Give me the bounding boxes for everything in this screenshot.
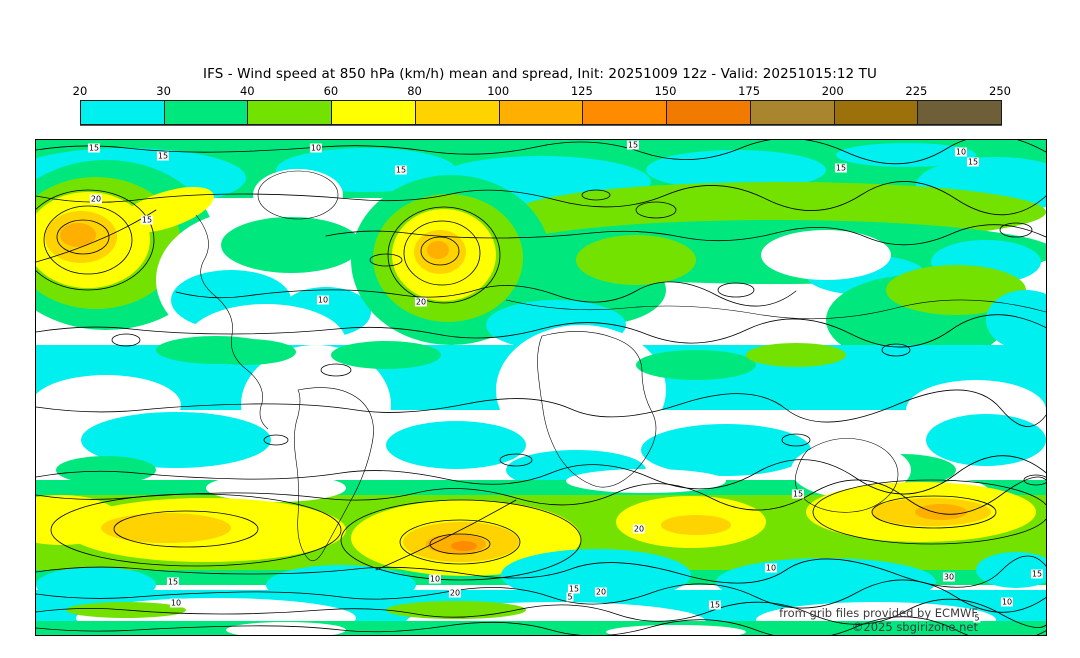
colorbar-tick-label: 200 [821, 84, 844, 98]
contour-label: 15 [1030, 569, 1044, 579]
colorbar-tick-label: 20 [72, 84, 88, 98]
contour-label: 15 [156, 151, 170, 161]
contour-label: 30 [942, 572, 956, 582]
world-map-graphic [36, 140, 1046, 635]
attribution-copyright: ©2025 sbgirizone.net [851, 620, 978, 634]
contour-label: 5 [566, 592, 574, 602]
contour-label: 15 [834, 163, 848, 173]
contour-label: 15 [708, 600, 722, 610]
contour-labels: 15 15 10 15 15 15 10 15 20 15 10 20 20 15 10 10 20 15 20 5 1… [36, 140, 1046, 635]
colorbar [80, 100, 1002, 125]
chart-title: IFS - Wind speed at 850 hPa (km/h) mean … [203, 66, 877, 82]
colorbar-tick-label: 175 [738, 84, 761, 98]
colorbar-tick-label: 225 [905, 84, 928, 98]
contour-label: 10 [428, 574, 442, 584]
contour-label: 20 [89, 194, 103, 204]
contour-label: 20 [632, 524, 646, 534]
contour-label: 15 [394, 165, 408, 175]
contour-label: 20 [448, 588, 462, 598]
contour-label: 10 [1000, 597, 1014, 607]
colorbar-tick-label: 100 [487, 84, 510, 98]
contour-label: 15 [626, 140, 640, 150]
colorbar-segment [498, 101, 583, 124]
contour-label: 15 [567, 584, 581, 594]
contour-label: 15 [140, 215, 154, 225]
contour-label: 10 [316, 295, 330, 305]
colorbar-segment [749, 101, 834, 124]
colorbar-segment [414, 101, 499, 124]
colorbar-tick-label: 125 [570, 84, 593, 98]
colorbar-segment [917, 101, 1002, 124]
contour-label: 10 [169, 598, 183, 608]
colorbar-segment [582, 101, 667, 124]
contour-label: 15 [791, 489, 805, 499]
contour-label: 10 [764, 563, 778, 573]
contour-label: 15 [166, 577, 180, 587]
colorbar-ticks: 20 30 40 60 80 100 125 150 175 200 225 250 [73, 84, 1011, 98]
contour-label: 15 [966, 157, 980, 167]
colorbar-segment [163, 101, 248, 124]
colorbar-tick-label: 40 [239, 84, 255, 98]
contour-label: 10 [954, 147, 968, 157]
colorbar-segment [331, 101, 415, 124]
colorbar-tick-label: 250 [989, 84, 1011, 98]
attribution-source: from grib files provided by ECMWF [779, 606, 978, 620]
map-canvas: 15 15 10 15 15 15 10 15 20 15 10 20 20 15 10 10 20 15 20 5 1… [35, 139, 1047, 636]
colorbar-segment [247, 101, 332, 124]
colorbar-segment [81, 101, 164, 124]
colorbar-tick-label: 150 [654, 84, 677, 98]
colorbar-tick-label: 60 [323, 84, 339, 98]
colorbar-segment [666, 101, 750, 124]
contour-label: 10 [309, 143, 323, 153]
contour-label: 5 [973, 613, 981, 623]
contour-label: 15 [87, 143, 101, 153]
colorbar-tick-label: 80 [407, 84, 422, 98]
contour-label: 20 [414, 297, 428, 307]
contour-label: 20 [594, 587, 608, 597]
colorbar-tick-label: 30 [156, 84, 171, 98]
colorbar-segment [833, 101, 918, 124]
